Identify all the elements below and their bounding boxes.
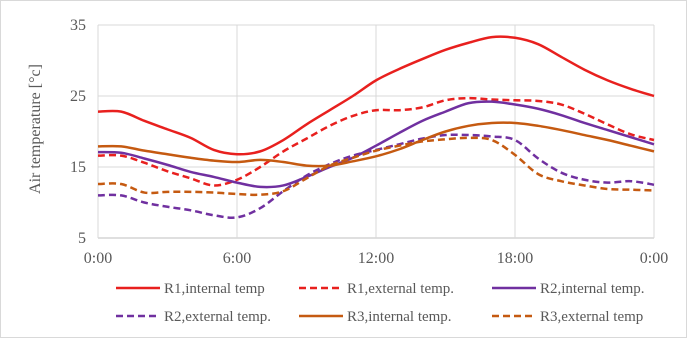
legend-item: R2,external temp. — [116, 309, 271, 325]
x-tick-label: 6:00 — [223, 250, 251, 267]
y-tick-label: 35 — [70, 17, 86, 34]
legend: R1,internal temp R1,external temp. R2,inte… — [116, 281, 645, 325]
series-line-6 — [97, 136, 655, 197]
y-axis-title: Air temperature [°c] — [27, 64, 44, 194]
series-line-5 — [97, 121, 655, 168]
tick-labels: 5 15 25 35 0:00 6:00 12:00 18:00 0:00 — [70, 17, 668, 267]
legend-label: R3,internal temp. — [347, 309, 452, 325]
legend-item: R2,internal temp. — [492, 281, 645, 297]
y-tick-label: 15 — [70, 159, 86, 176]
legend-label: R2,internal temp. — [540, 281, 645, 297]
series-line-1 — [97, 35, 655, 156]
x-tick-label: 0:00 — [640, 250, 668, 267]
x-tick-label: 0:00 — [84, 250, 112, 267]
legend-item: R3,external temp — [492, 309, 643, 325]
legend-label: R3,external temp — [540, 309, 643, 325]
x-tick-label: 18:00 — [497, 250, 533, 267]
series-lines — [97, 35, 655, 219]
y-tick-label: 5 — [78, 230, 86, 247]
legend-label: R1,external temp. — [347, 281, 454, 297]
legend-item: R1,external temp. — [299, 281, 454, 297]
series-line-3 — [97, 100, 655, 189]
legend-item: R3,internal temp. — [299, 309, 452, 325]
gridlines — [97, 24, 655, 239]
series-line-2 — [97, 96, 655, 187]
legend-label: R2,external temp. — [164, 309, 271, 325]
legend-label: R1,internal temp — [164, 281, 265, 297]
y-tick-label: 25 — [70, 88, 86, 105]
x-tick-label: 12:00 — [358, 250, 394, 267]
legend-item: R1,internal temp — [116, 281, 265, 297]
